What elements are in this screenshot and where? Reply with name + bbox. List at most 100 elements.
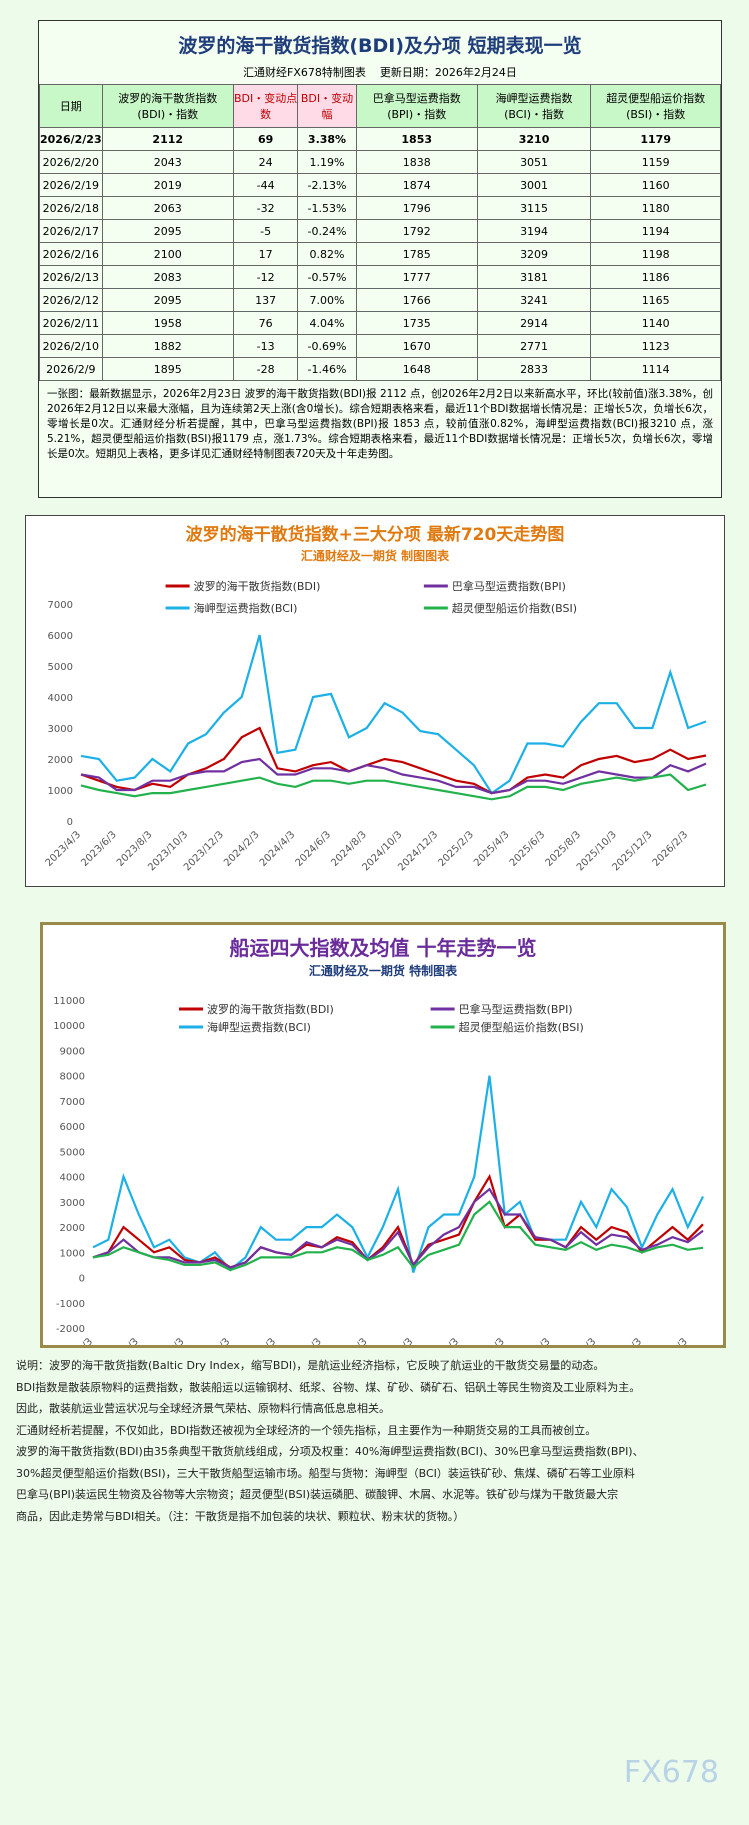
series-line bbox=[80, 634, 707, 795]
table-cell: 1895 bbox=[101, 357, 234, 381]
table-cell: -1.46% bbox=[297, 357, 357, 381]
table-cell: 2095 bbox=[101, 288, 234, 312]
table-cell: -44 bbox=[232, 173, 299, 197]
chart-subtitle: 汇通财经及一期货 特制图表 bbox=[309, 963, 458, 978]
table-cell: 1838 bbox=[355, 150, 478, 174]
table-row: 2026/2/19 2019 -44 -2.13% 1874 3001 1160 bbox=[39, 173, 721, 197]
table-cell: -32 bbox=[232, 196, 299, 220]
table-cell: 3001 bbox=[476, 173, 592, 197]
chart-title: 船运四大指数及均值 十年走势一览 bbox=[230, 936, 537, 960]
table-cell: 1179 bbox=[590, 127, 721, 151]
series-line bbox=[80, 773, 707, 801]
y-tick-label: 1000 bbox=[60, 1248, 85, 1259]
table-cell: 2771 bbox=[476, 334, 592, 358]
table-cell: 1194 bbox=[590, 219, 721, 243]
y-tick-label: 11000 bbox=[53, 996, 85, 1007]
table-cell: 2063 bbox=[101, 196, 234, 220]
notes: 说明：波罗的海干散货指数(Baltic Dry Index，缩写BDI)，是航运… bbox=[16, 1355, 741, 1527]
subline: 汇通财经FX678特制图表 更新日期：2026年2月24日 bbox=[39, 64, 721, 80]
table-cell: 1165 bbox=[590, 288, 721, 312]
y-tick-label: 7000 bbox=[60, 1097, 85, 1108]
table-cell: 1123 bbox=[590, 334, 721, 358]
x-tick-label: 2017/1/3 bbox=[239, 1336, 279, 1348]
note-line: BDI指数是散装原物料的运费指数，散装船运以运输钢材、纸浆、谷物、煤、矿砂、磷矿… bbox=[16, 1380, 641, 1394]
table-cell: 1198 bbox=[590, 242, 721, 266]
y-tick-label: 3000 bbox=[60, 1198, 85, 1209]
table-row: 2026/2/9 1895 -28 -1.46% 1648 2833 1114 bbox=[39, 357, 721, 381]
table-cell: 2026/2/23 bbox=[39, 127, 103, 151]
table-cell: 2026/2/13 bbox=[39, 265, 103, 289]
series-line bbox=[92, 1187, 704, 1269]
y-tick-label: 2000 bbox=[48, 755, 73, 766]
table-cell: -12 bbox=[232, 265, 299, 289]
table-cell: 1792 bbox=[355, 219, 478, 243]
legend-label: 海岬型运费指数(BCI) bbox=[194, 601, 298, 615]
y-tick-label: 5000 bbox=[60, 1147, 85, 1158]
y-tick-label: 2000 bbox=[60, 1223, 85, 1234]
column-header: 巴拿马型运费指数(BPI)・指数 bbox=[355, 84, 478, 128]
x-tick-label: 2024/4/3 bbox=[258, 829, 298, 869]
table-cell: 2083 bbox=[101, 265, 234, 289]
table-cell: 2095 bbox=[101, 219, 234, 243]
table-cell: 2026/2/9 bbox=[39, 357, 103, 381]
note-line: 波罗的海干散货指数(BDI)由35条典型干散货航线组成，分项及权重：40%海岬型… bbox=[16, 1445, 644, 1458]
table-cell: 137 bbox=[232, 288, 299, 312]
x-tick-label: 2023/4/3 bbox=[44, 829, 84, 869]
summary-text: 一张图：最新数据显示，2026年2月23日 波罗的海干散货指数(BDI)报 21… bbox=[47, 388, 713, 460]
y-tick-label: 0 bbox=[79, 1274, 85, 1285]
x-tick-label: 2024/1/3 bbox=[559, 1336, 599, 1348]
x-tick-label: 2024/2/3 bbox=[222, 829, 262, 869]
table-cell: 1766 bbox=[355, 288, 478, 312]
legend-label: 超灵便型船运价指数(BSI) bbox=[459, 1020, 584, 1034]
y-tick-label: 7000 bbox=[48, 600, 73, 611]
x-tick-label: 2023/1/3 bbox=[513, 1336, 553, 1348]
series-line bbox=[92, 1075, 704, 1273]
table-cell: 3194 bbox=[476, 219, 592, 243]
table-cell: 24 bbox=[232, 150, 299, 174]
y-tick-label: 4000 bbox=[60, 1173, 85, 1184]
table-cell: 3115 bbox=[476, 196, 592, 220]
table-cell: -2.13% bbox=[297, 173, 357, 197]
table-cell: 2026/2/19 bbox=[39, 173, 103, 197]
x-tick-label: 2013/1/3 bbox=[56, 1336, 96, 1348]
table-cell: 1186 bbox=[590, 265, 721, 289]
y-tick-label: 1000 bbox=[48, 786, 73, 797]
table-cell: 3.38% bbox=[297, 127, 357, 151]
table-cell: 1735 bbox=[355, 311, 478, 335]
note-line: 汇通财经析若提醒，不仅如此，BDI指数还被视为全球经济的一个领先指标，且主要作为… bbox=[16, 1423, 597, 1437]
table-cell: 2026/2/17 bbox=[39, 219, 103, 243]
table-cell: -0.57% bbox=[297, 265, 357, 289]
table-cell: 1853 bbox=[355, 127, 478, 151]
table-cell: 1796 bbox=[355, 196, 478, 220]
table-cell: 3209 bbox=[476, 242, 592, 266]
table-cell: 1785 bbox=[355, 242, 478, 266]
table-cell: 2026/2/16 bbox=[39, 242, 103, 266]
table-cell: 17 bbox=[232, 242, 299, 266]
header-row: 日期 波罗的海干散货指数(BDI)・指数 BDI・变动点数 BDI・变动幅 巴拿马型运费… bbox=[39, 84, 721, 128]
table-cell: -0.69% bbox=[297, 334, 357, 358]
y-tick-label: -1000 bbox=[56, 1299, 85, 1310]
table-row: 2026/2/18 2063 -32 -1.53% 1796 3115 1180 bbox=[39, 196, 721, 220]
note-line: 因此，散装航运业营运状况与全球经济景气荣枯、原物料行情高低息息相关。 bbox=[16, 1402, 390, 1415]
table-cell: 1.19% bbox=[297, 150, 357, 174]
table-cell: 4.04% bbox=[297, 311, 357, 335]
series-line bbox=[80, 757, 707, 795]
maker: 汇通财经FX678特制图表 bbox=[243, 66, 366, 79]
x-tick-label: 2025/2/3 bbox=[436, 829, 476, 869]
update: 更新日期：2026年2月24日 bbox=[379, 66, 517, 79]
y-tick-label: 4000 bbox=[48, 693, 73, 704]
watermark: FX678 bbox=[623, 1755, 719, 1790]
table-cell: 69 bbox=[232, 127, 299, 151]
table-cell: -13 bbox=[232, 334, 299, 358]
legend-label: 巴拿马型运费指数(BPI) bbox=[452, 579, 566, 593]
y-tick-label: 6000 bbox=[48, 631, 73, 642]
table-cell: -1.53% bbox=[297, 196, 357, 220]
column-header: BDI・变动点数 bbox=[232, 84, 299, 128]
x-tick-label: 2018/1/3 bbox=[284, 1336, 324, 1348]
table-cell: 2019 bbox=[101, 173, 234, 197]
table-cell: 1958 bbox=[101, 311, 234, 335]
y-tick-label: 6000 bbox=[60, 1122, 85, 1133]
